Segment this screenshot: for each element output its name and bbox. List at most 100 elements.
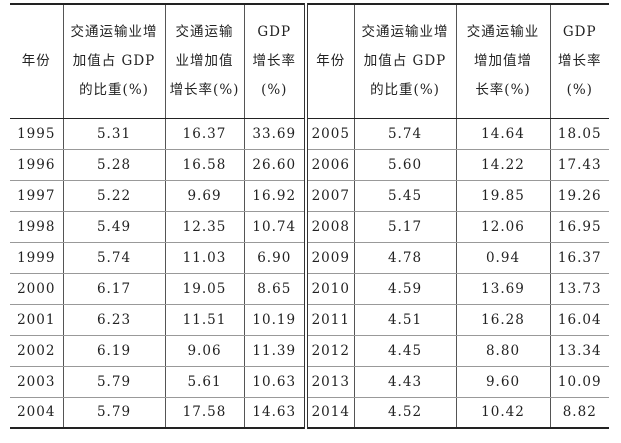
header-line: 交通运输业增 [361,23,449,40]
value-cell: 5.22 [62,180,165,212]
table-row: 2002 6.19 9.06 11.39 2012 4.45 8.80 13.34 [10,335,609,367]
header-cell: 年份 [304,4,354,119]
value-cell: 16.58 [164,149,244,181]
header-line: 加值占 GDP [363,52,447,69]
value-cell: 4.51 [353,304,456,336]
value-cell: 10.74 [243,211,306,243]
year-cell: 1999 [10,242,63,274]
value-cell: 16.37 [549,242,609,274]
value-cell: 10.09 [549,366,609,398]
table-row: 1996 5.28 16.58 26.60 2006 5.60 14.22 17.43 [10,149,609,181]
header-line: 年份 [316,52,346,69]
value-cell: 4.78 [353,242,456,274]
year-cell: 2005 [304,118,354,150]
value-cell: 6.23 [62,304,165,336]
header-cell: 交通运输业增加值增长率(%) [455,4,550,119]
table-row: 2004 5.79 17.58 14.63 2014 4.52 10.42 8.82 [10,397,609,429]
header-line: 的比重(%) [370,81,440,98]
value-cell: 5.79 [62,397,165,429]
table-row: 1995 5.31 16.37 33.69 2005 5.74 14.64 18.05 [10,118,609,150]
header-line: 增长率(%) [169,81,240,98]
value-cell: 12.35 [164,211,244,243]
value-cell: 16.92 [243,180,306,212]
value-cell: 5.31 [62,118,165,150]
value-cell: 16.28 [455,304,550,336]
value-cell: 14.64 [455,118,550,150]
value-cell: 13.69 [455,273,550,305]
header-cell: 交通运输业增加值增长率(%) [164,4,244,119]
value-cell: 11.03 [164,242,244,274]
header-line: 增长率 [252,52,296,69]
value-cell: 5.28 [62,149,165,181]
value-cell: 4.43 [353,366,456,398]
header-cell: GDP 增长率 (%) [243,4,306,119]
year-cell: 2007 [304,180,354,212]
value-cell: 4.52 [353,397,456,429]
value-cell: 16.95 [549,211,609,243]
year-cell: 2001 [10,304,63,336]
table-row: 2003 5.79 5.61 10.63 2013 4.43 9.60 10.09 [10,366,609,398]
value-cell: 9.60 [455,366,550,398]
value-cell: 19.85 [455,180,550,212]
value-cell: 6.17 [62,273,165,305]
value-cell: 13.73 [549,273,609,305]
value-cell: 26.60 [243,149,306,181]
value-cell: 16.04 [549,304,609,336]
table-row: 1999 5.74 11.03 6.90 2009 4.78 0.94 16.37 [10,242,609,274]
year-cell: 2006 [304,149,354,181]
header-line: 交通运输业增 [70,23,158,40]
header-cell: 交通运输业增 加值占 GDP 的比重(%) [353,4,456,119]
data-table: 年份 交通运输业增 加值占 GDP 的比重(%) 交通运输 业增加值 增长率(%) GDP 增长… [10,3,609,429]
value-cell: 19.26 [549,180,609,212]
year-cell: 2010 [304,273,354,305]
value-cell: 5.49 [62,211,165,243]
value-cell: 5.60 [353,149,456,181]
year-cell: 2000 [10,273,63,305]
header-line: GDP [257,23,292,40]
header-line: 长率(%) [475,81,531,98]
year-cell: 2013 [304,366,354,398]
year-cell: 1995 [10,118,63,150]
value-cell: 0.94 [455,242,550,274]
value-cell: 12.06 [455,211,550,243]
year-cell: 1996 [10,149,63,181]
header-cell: GDP 增长率 (%) [549,4,609,119]
year-cell: 2004 [10,397,63,429]
value-cell: 5.17 [353,211,456,243]
value-cell: 13.34 [549,335,609,367]
header-line: 的比重(%) [79,81,149,98]
table-row: 1997 5.22 9.69 16.92 2007 5.45 19.85 19.26 [10,180,609,212]
value-cell: 19.05 [164,273,244,305]
header-cell: 交通运输业增 加值占 GDP 的比重(%) [62,4,165,119]
year-cell: 1997 [10,180,63,212]
value-cell: 9.06 [164,335,244,367]
header-line: 加值占 GDP [72,52,156,69]
value-cell: 18.05 [549,118,609,150]
header-line: 增长率 [558,52,602,69]
value-cell: 11.51 [164,304,244,336]
value-cell: 4.59 [353,273,456,305]
header-line: 业增加值 [175,52,234,69]
year-cell: 2003 [10,366,63,398]
year-cell: 2002 [10,335,63,367]
value-cell: 9.69 [164,180,244,212]
value-cell: 14.22 [455,149,550,181]
value-cell: 8.82 [549,397,609,429]
value-cell: 8.65 [243,273,306,305]
value-cell: 10.42 [455,397,550,429]
value-cell: 11.39 [243,335,306,367]
value-cell: 16.37 [164,118,244,150]
year-cell: 1998 [10,211,63,243]
value-cell: 5.79 [62,366,165,398]
value-cell: 6.19 [62,335,165,367]
header-line: 增加值增 [474,52,532,69]
header-row: 年份 交通运输业增 加值占 GDP 的比重(%) 交通运输 业增加值 增长率(%) GDP 增长… [10,4,609,119]
value-cell: 17.58 [164,397,244,429]
table-body: 1995 5.31 16.37 33.69 2005 5.74 14.64 18.05 1996… [10,118,609,429]
value-cell: 5.74 [62,242,165,274]
header-line: (%) [261,81,288,98]
value-cell: 5.74 [353,118,456,150]
year-cell: 2014 [304,397,354,429]
header-line: GDP [562,23,597,40]
